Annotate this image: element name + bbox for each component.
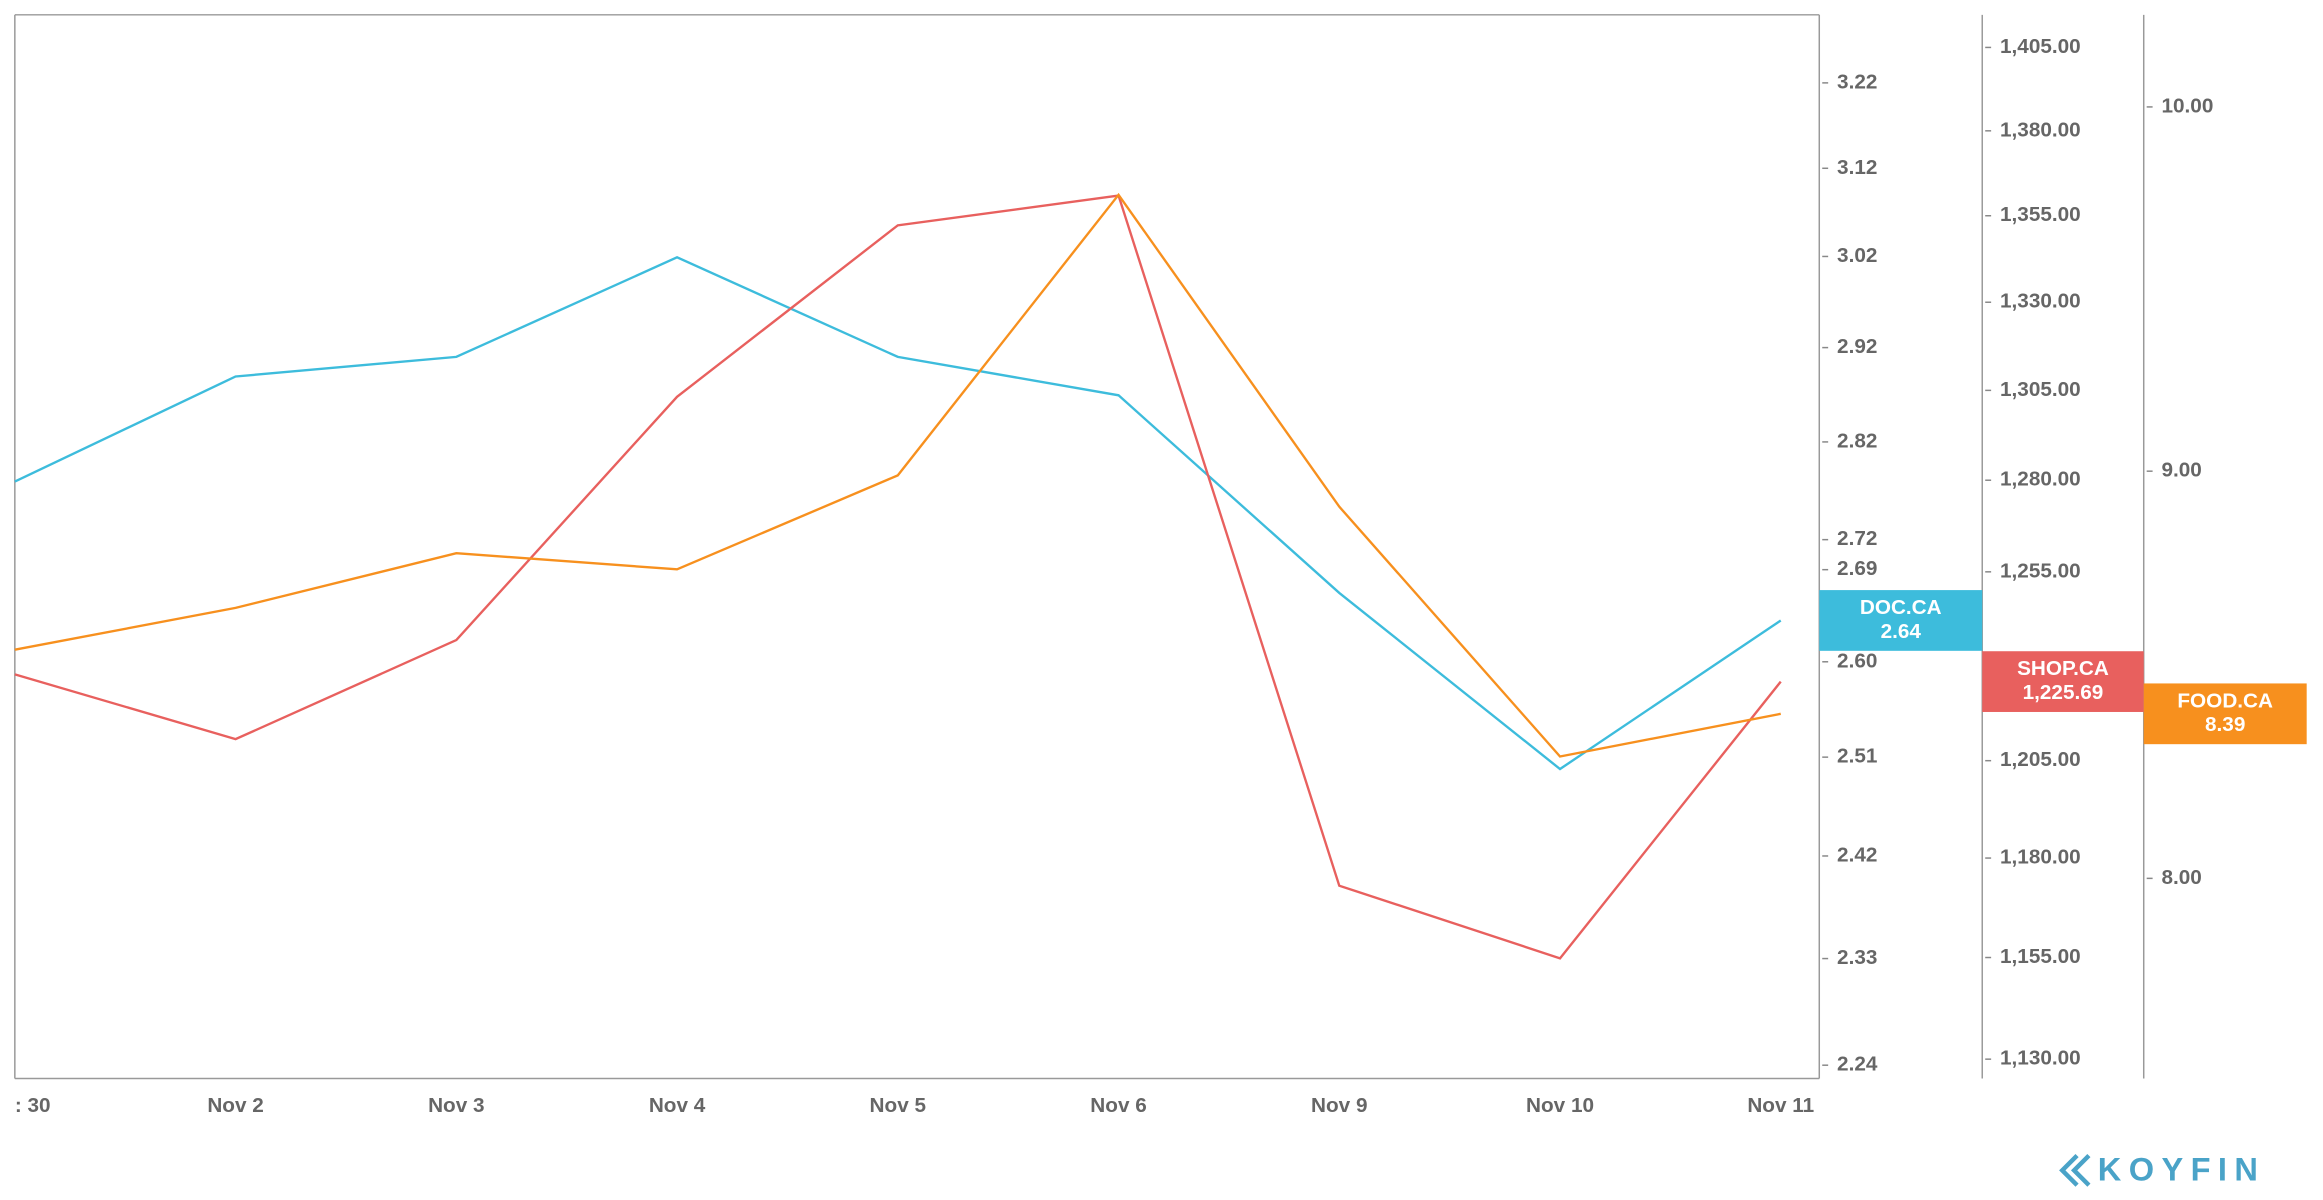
y-tick-label: 2.82 [1837,429,1877,452]
y-tick-label: 2.60 [1837,649,1877,672]
y-tick-label: 1,380.00 [2000,118,2081,141]
last-value-badge: DOC.CA2.64 [1819,590,1983,651]
y-tick-label: 3.02 [1837,244,1877,267]
y-tick-label: 9.00 [2162,459,2202,482]
y-tick-label: 1,130.00 [2000,1047,2081,1070]
y-tick-label: 2.42 [1837,843,1877,866]
x-tick-label: Nov 6 [1090,1094,1146,1117]
series-line [14,192,1781,758]
y-tick-label: 1,405.00 [2000,35,2081,58]
y-tick-label: 2.33 [1837,946,1877,969]
y-tick-label: 2.69 [1837,557,1877,580]
badge-name: FOOD.CA [2177,689,2273,712]
y-tick-label: 1,355.00 [2000,203,2081,226]
y-tick-label: 2.92 [1837,335,1877,358]
x-tick-label: Nov 11 [1747,1094,1814,1117]
x-tick-label: Nov 9 [1311,1094,1367,1117]
badge-bg [1982,651,2144,712]
y-tick-label: 1,305.00 [2000,378,2081,401]
y-tick-label: 2.72 [1837,527,1877,550]
x-tick-label: Nov 3 [428,1094,484,1117]
badge-value: 2.64 [1881,620,1922,643]
last-value-badge: SHOP.CA1,225.69 [1982,651,2144,712]
badge-name: DOC.CA [1860,596,1942,619]
brand-name: KOYFIN [2098,1150,2266,1187]
y-tick-label: 1,155.00 [2000,945,2081,968]
y-tick-label: 10.00 [2162,94,2214,117]
y-tick-label: 1,180.00 [2000,846,2081,869]
series-line [14,194,1782,960]
series-line [14,256,1782,771]
badge-value: 8.39 [2205,713,2245,736]
brand-logo: KOYFIN [2059,1150,2266,1187]
y-tick-label: 1,255.00 [2000,559,2081,582]
badge-bg [1819,590,1983,651]
badge-value: 1,225.69 [2023,681,2104,704]
badge-bg [2143,683,2307,745]
y-tick-label: 3.12 [1837,156,1877,179]
x-tick-label: Nov 2 [207,1094,263,1117]
y-tick-label: 2.51 [1837,745,1877,768]
y-tick-label: 3.22 [1837,70,1877,93]
x-tick-label: Nov 10 [1526,1094,1594,1117]
x-tick-label: Nov 4 [649,1094,706,1117]
x-tick-label: Nov 5 [870,1094,926,1117]
y-tick-label: 1,280.00 [2000,468,2081,491]
y-tick-label: 1,330.00 [2000,290,2081,313]
badge-name: SHOP.CA [2017,657,2109,680]
y-tick-label: 2.24 [1837,1053,1878,1076]
x-tick-label: : 30 [15,1094,51,1117]
logo-icon [2059,1153,2091,1187]
y-tick-label: 1,205.00 [2000,748,2081,771]
y-tick-label: 8.00 [2162,866,2202,889]
last-value-badge: FOOD.CA8.39 [2143,683,2307,745]
